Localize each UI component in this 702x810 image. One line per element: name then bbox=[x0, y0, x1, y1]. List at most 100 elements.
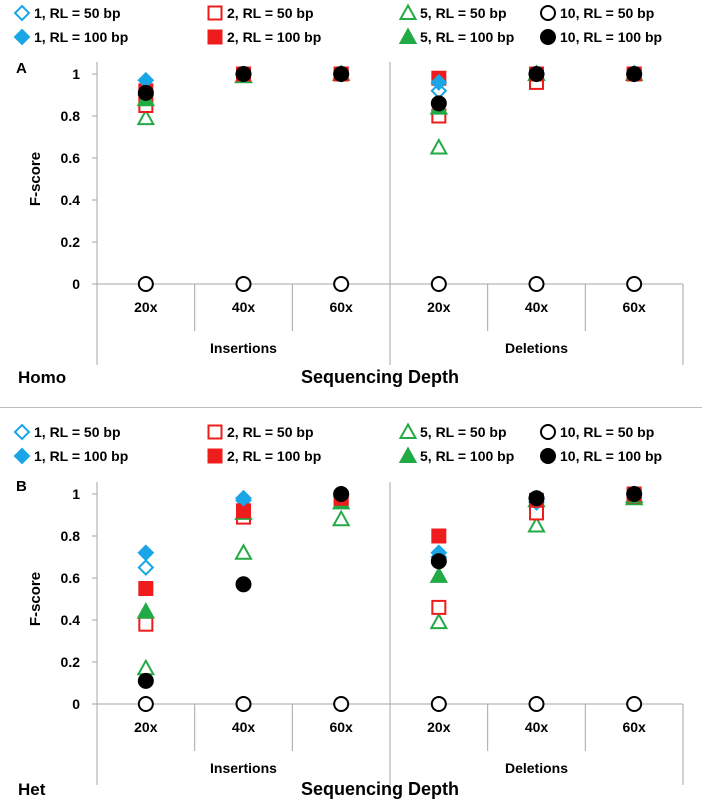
legend-marker-4 bbox=[540, 5, 556, 21]
legend-label-2: 2, RL = 50 bp bbox=[227, 424, 314, 440]
x-tick-label: 40x bbox=[232, 299, 256, 315]
legend-label-7: 5, RL = 100 bp bbox=[420, 448, 514, 464]
legend-label-5: 1, RL = 100 bp bbox=[34, 448, 128, 464]
data-point-s4-c1 bbox=[137, 696, 154, 712]
panel-label: B bbox=[16, 478, 27, 495]
legend-marker-2 bbox=[207, 5, 223, 21]
x-axis-title: Sequencing Depth bbox=[301, 367, 459, 387]
chart-panel-b: 1, RL = 50 bp 2, RL = 50 bp 5, RL = 50 bp 1… bbox=[13, 422, 684, 799]
data-point-s8-c5 bbox=[528, 66, 545, 82]
x-tick-label: 40x bbox=[525, 299, 549, 315]
x-tick-label: 60x bbox=[622, 299, 646, 315]
legend-marker-1 bbox=[13, 4, 31, 22]
data-point-s4-c3 bbox=[333, 696, 350, 712]
y-tick-label: 0.8 bbox=[61, 528, 81, 544]
data-point-s6-c1 bbox=[138, 581, 154, 596]
legend-label-6: 2, RL = 100 bp bbox=[227, 29, 321, 45]
legend-label-1: 1, RL = 50 bp bbox=[34, 5, 121, 21]
y-tick-label: 0.4 bbox=[61, 192, 81, 208]
y-tick-label: 0.8 bbox=[61, 108, 81, 124]
legend-marker-6 bbox=[207, 448, 223, 464]
legend-label-8: 10, RL = 100 bp bbox=[560, 448, 662, 464]
x-tick-label: 20x bbox=[427, 299, 451, 315]
data-point-s8-c5 bbox=[528, 490, 545, 507]
data-point-s7-c4 bbox=[429, 566, 449, 583]
data-point-s3-c1 bbox=[136, 658, 156, 676]
legend-label-8: 10, RL = 100 bp bbox=[560, 29, 662, 45]
data-point-s4-c6 bbox=[626, 696, 643, 712]
x-tick-label: 60x bbox=[329, 719, 353, 735]
legend-label-4: 10, RL = 50 bp bbox=[560, 424, 654, 440]
data-point-s4-c2 bbox=[235, 696, 252, 712]
legend-marker-8 bbox=[540, 29, 556, 45]
x-tick-label: 20x bbox=[134, 299, 158, 315]
legend-marker-5 bbox=[13, 447, 31, 465]
legend-marker-3 bbox=[398, 3, 418, 20]
group-label: Insertions bbox=[210, 340, 277, 356]
chart-panel-a: 1, RL = 50 bp 2, RL = 50 bp 5, RL = 50 bp 1… bbox=[13, 3, 684, 387]
zygosity-label: Homo bbox=[18, 368, 66, 387]
zygosity-label: Het bbox=[18, 780, 46, 799]
data-point-s2-c1 bbox=[138, 616, 154, 632]
y-tick-label: 0 bbox=[72, 276, 80, 292]
data-point-s8-c6 bbox=[626, 66, 643, 82]
data-point-s5-c2 bbox=[235, 489, 252, 507]
x-tick-label: 20x bbox=[134, 719, 158, 735]
legend-label-1: 1, RL = 50 bp bbox=[34, 424, 121, 440]
data-point-s8-c1 bbox=[137, 672, 154, 689]
x-tick-label: 40x bbox=[232, 719, 256, 735]
legend-marker-3 bbox=[398, 422, 418, 439]
legend-marker-5 bbox=[13, 28, 31, 46]
x-tick-label: 60x bbox=[622, 719, 646, 735]
y-tick-label: 0.2 bbox=[61, 654, 81, 670]
panel-label: A bbox=[16, 60, 27, 77]
x-tick-label: 20x bbox=[427, 719, 451, 735]
data-point-s4-c2 bbox=[235, 276, 252, 292]
legend-label-3: 5, RL = 50 bp bbox=[420, 5, 507, 21]
data-point-s3-c4 bbox=[429, 612, 449, 630]
panel-divider bbox=[0, 407, 702, 408]
legend-label-6: 2, RL = 100 bp bbox=[227, 448, 321, 464]
data-point-s7-c1 bbox=[136, 602, 156, 619]
data-point-s4-c6 bbox=[626, 276, 643, 292]
data-point-s8-c4 bbox=[430, 553, 447, 570]
data-point-s8-c2 bbox=[235, 66, 252, 82]
y-tick-label: 0.4 bbox=[61, 612, 81, 628]
legend-label-5: 1, RL = 100 bp bbox=[34, 29, 128, 45]
x-axis-title: Sequencing Depth bbox=[301, 779, 459, 799]
y-tick-label: 0 bbox=[72, 696, 80, 712]
legend-marker-8 bbox=[540, 448, 556, 464]
data-point-s3-c3 bbox=[331, 509, 351, 527]
data-point-s8-c3 bbox=[333, 66, 350, 82]
y-tick-label: 1 bbox=[72, 66, 80, 82]
group-label: Insertions bbox=[210, 760, 277, 776]
group-label: Deletions bbox=[505, 340, 568, 356]
data-point-s5-c4 bbox=[430, 73, 448, 91]
data-point-s6-c4 bbox=[431, 528, 447, 544]
group-label: Deletions bbox=[505, 760, 568, 776]
data-point-s8-c6 bbox=[626, 486, 643, 502]
data-point-s3-c1 bbox=[136, 108, 156, 126]
legend-marker-1 bbox=[13, 423, 31, 441]
data-point-s4-c4 bbox=[430, 276, 447, 292]
data-point-s4-c5 bbox=[528, 696, 545, 712]
data-point-s3-c4 bbox=[429, 137, 449, 155]
y-tick-label: 0.6 bbox=[61, 570, 81, 586]
data-point-s1-c1 bbox=[137, 559, 155, 576]
data-point-s8-c2 bbox=[235, 576, 252, 593]
data-point-s8-c4 bbox=[430, 95, 447, 112]
x-tick-label: 60x bbox=[329, 299, 353, 315]
data-point-s2-c4 bbox=[431, 599, 447, 615]
legend-label-4: 10, RL = 50 bp bbox=[560, 5, 654, 21]
data-point-s8-c3 bbox=[333, 486, 350, 502]
legend-marker-4 bbox=[540, 424, 556, 440]
y-tick-label: 0.2 bbox=[61, 234, 81, 250]
legend-marker-6 bbox=[207, 29, 223, 45]
data-point-s8-c1 bbox=[137, 84, 154, 101]
legend-marker-7 bbox=[398, 446, 418, 463]
data-point-s4-c5 bbox=[528, 276, 545, 292]
legend-marker-7 bbox=[398, 27, 418, 44]
legend-label-2: 2, RL = 50 bp bbox=[227, 5, 314, 21]
y-axis-title: F-score bbox=[27, 152, 44, 206]
data-point-s3-c5 bbox=[527, 515, 546, 533]
